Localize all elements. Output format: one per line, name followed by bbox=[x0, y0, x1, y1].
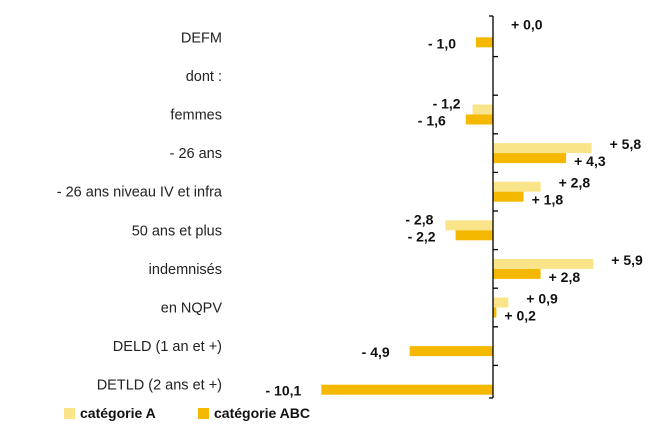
bar-cat-abc-2 bbox=[465, 114, 493, 125]
value-label-cat-abc-2: - 1,6 bbox=[418, 113, 446, 129]
category-label-dont: dont : bbox=[186, 69, 222, 85]
value-label-cat-a-2: - 1,2 bbox=[433, 96, 461, 112]
zero-axis bbox=[489, 15, 498, 399]
legend-swatch-cat-abc bbox=[198, 408, 209, 419]
value-label-cat-abc-8: - 4,9 bbox=[362, 344, 390, 360]
category-label-detld-2-ans-et: DETLD (2 ans et +) bbox=[97, 378, 222, 394]
value-label-cat-abc-6: + 2,8 bbox=[549, 269, 581, 285]
bar-cat-abc-9 bbox=[321, 384, 493, 395]
bar-cat-abc-5 bbox=[455, 230, 493, 241]
value-label-cat-a-7: + 0,9 bbox=[526, 291, 558, 307]
category-labels: DEFM dont : femmes - 26 ans - 26 ans niveau … bbox=[57, 30, 223, 393]
value-label-cat-abc-0: - 1,0 bbox=[428, 35, 456, 51]
value-label-cat-a-5: - 2,8 bbox=[405, 211, 433, 227]
bar-cat-a-5 bbox=[445, 220, 493, 231]
value-label-cat-abc-5: - 2,2 bbox=[408, 228, 436, 244]
bar-cat-abc-8 bbox=[409, 346, 493, 357]
value-label-cat-a-0: + 0,0 bbox=[511, 16, 543, 32]
legend-swatch-cat-a bbox=[64, 408, 75, 419]
value-label-cat-abc-7: + 0,2 bbox=[504, 308, 536, 324]
bar-cat-a-7 bbox=[493, 297, 509, 308]
category-label-femmes: femmes bbox=[170, 108, 222, 124]
value-label-cat-abc-9: - 10,1 bbox=[265, 383, 301, 399]
bar-cat-a-2 bbox=[472, 104, 493, 115]
bars bbox=[321, 27, 594, 395]
bar-cat-abc-4 bbox=[493, 191, 524, 202]
value-label-cat-a-6: + 5,9 bbox=[611, 252, 643, 268]
category-label-en-nqpv: en NQPV bbox=[161, 301, 223, 317]
value-label-cat-a-3: + 5,8 bbox=[610, 136, 642, 152]
value-label-cat-abc-4: + 1,8 bbox=[532, 192, 564, 208]
bar-cat-a-3 bbox=[493, 143, 592, 154]
bar-cat-abc-7 bbox=[493, 307, 497, 318]
category-label-50-ans-et-plus: 50 ans et plus bbox=[132, 223, 222, 239]
category-label-indemnises: indemnisés bbox=[149, 262, 222, 278]
category-label-26-ans-niveau-iv-et-infra: - 26 ans niveau IV et infra bbox=[57, 185, 223, 201]
legend: catégorie A catégorie ABC bbox=[64, 405, 310, 421]
bar-cat-abc-3 bbox=[493, 153, 567, 164]
category-label-deld-1-an-et: DELD (1 an et +) bbox=[113, 339, 222, 355]
value-labels: + 0,0- 1,0- 1,2- 1,6+ 5,8+ 4,3+ 2,8+ 1,8… bbox=[265, 16, 643, 398]
value-label-cat-a-4: + 2,8 bbox=[559, 175, 591, 191]
bar-cat-a-6 bbox=[493, 258, 594, 269]
bar-cat-a-4 bbox=[493, 181, 541, 192]
legend-label-cat-abc: catégorie ABC bbox=[214, 405, 310, 421]
legend-label-cat-a: catégorie A bbox=[80, 405, 156, 421]
bar-cat-abc-6 bbox=[493, 268, 541, 279]
category-label-26-ans: - 26 ans bbox=[170, 146, 222, 162]
category-label-defm: DEFM bbox=[181, 30, 222, 46]
bar-cat-abc-0 bbox=[476, 37, 493, 48]
value-label-cat-abc-3: + 4,3 bbox=[574, 153, 606, 169]
